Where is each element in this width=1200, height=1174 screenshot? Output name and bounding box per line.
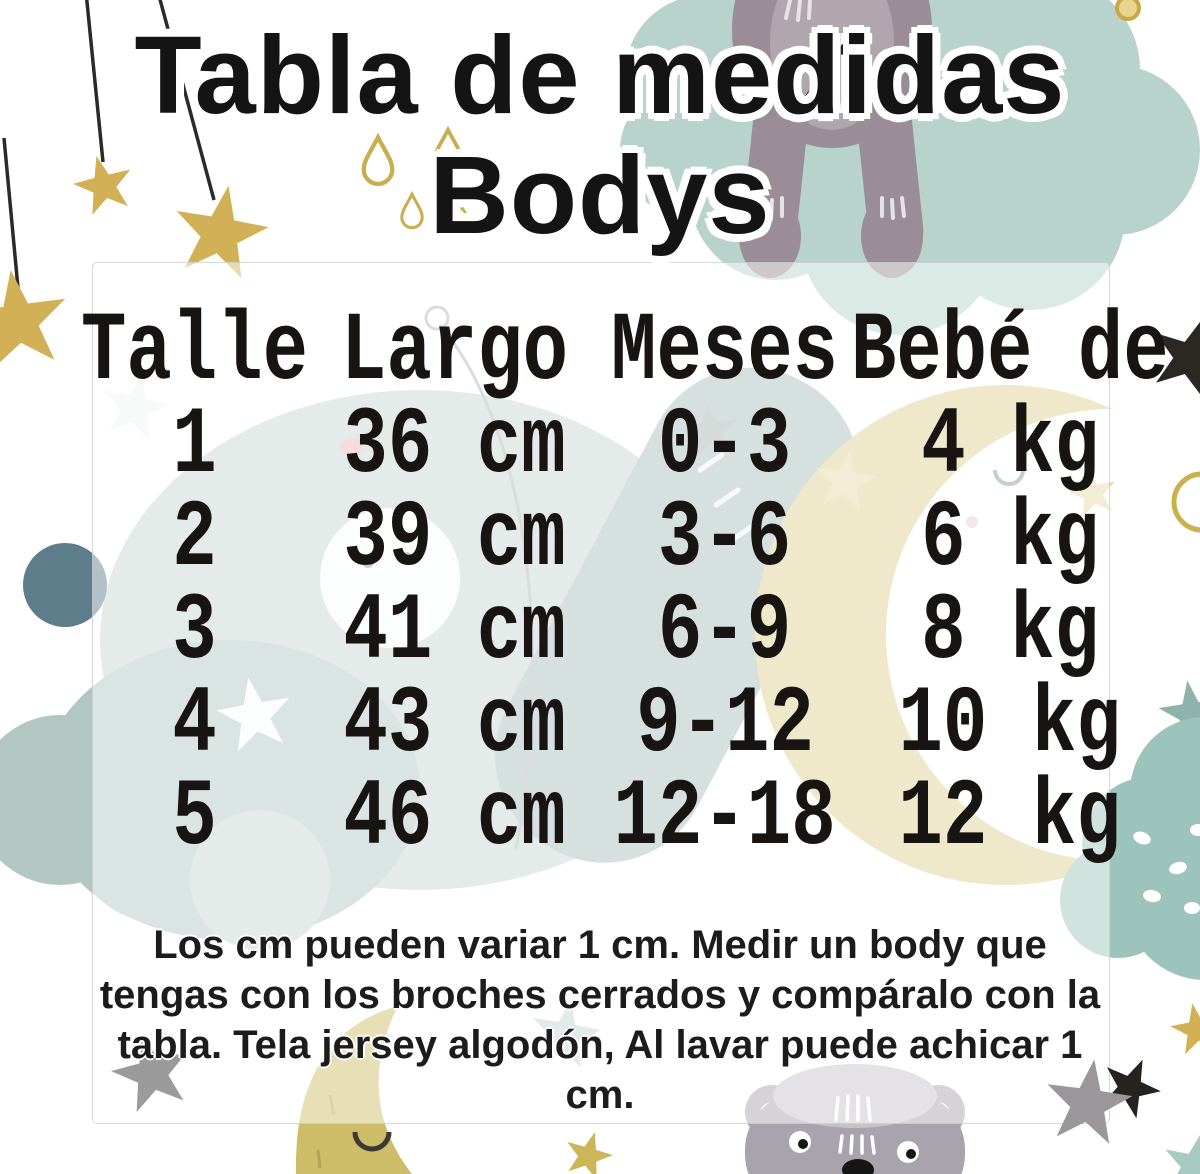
cell-peso: 4 kg [921,391,1099,500]
cell-peso: 10 kg [898,670,1122,779]
cell-largo: 43 cm [343,670,567,779]
cell-talle: 1 [172,391,218,500]
cell-largo: 36 cm [343,391,567,500]
gold-ring-icon [1171,471,1200,533]
column-header-bebe: Bebé de [851,297,1169,408]
column-header-meses: Meses [611,297,839,408]
cell-meses: 6-9 [658,577,792,686]
cell-largo: 39 cm [343,484,567,593]
gold-dot-icon [1115,0,1141,21]
cell-meses: 3-6 [658,484,792,593]
cell-largo: 41 cm [343,577,567,686]
title-line-2: Bodys [429,134,771,257]
cell-talle: 5 [172,763,218,872]
column-header-talle: Talle [81,297,309,408]
size-table: Talle Largo Meses Bebé de 1 36 cm 0-3 4 … [70,298,1168,872]
hanging-bear-icon [732,0,932,278]
cell-meses: 0-3 [658,391,792,500]
care-note: Los cm pueden variar 1 cm. Medir un body… [99,923,1101,1117]
cell-meses: 12-18 [613,763,837,872]
cell-meses: 9-12 [636,670,814,779]
hanging-gold-stars-icon [2,0,216,289]
column-header-largo: Largo [341,297,569,408]
cell-largo: 46 cm [343,763,567,872]
cell-peso: 6 kg [921,484,1099,593]
title-line-1: Tabla de medidas [134,14,1066,137]
page-title: Tabla de medidas Bodys [0,16,1200,256]
cell-peso: 12 kg [898,763,1122,872]
cell-peso: 8 kg [921,577,1099,686]
cell-talle: 4 [172,670,218,779]
size-chart-panel [92,262,1110,1124]
cell-talle: 2 [172,484,218,593]
cell-talle: 3 [172,577,218,686]
